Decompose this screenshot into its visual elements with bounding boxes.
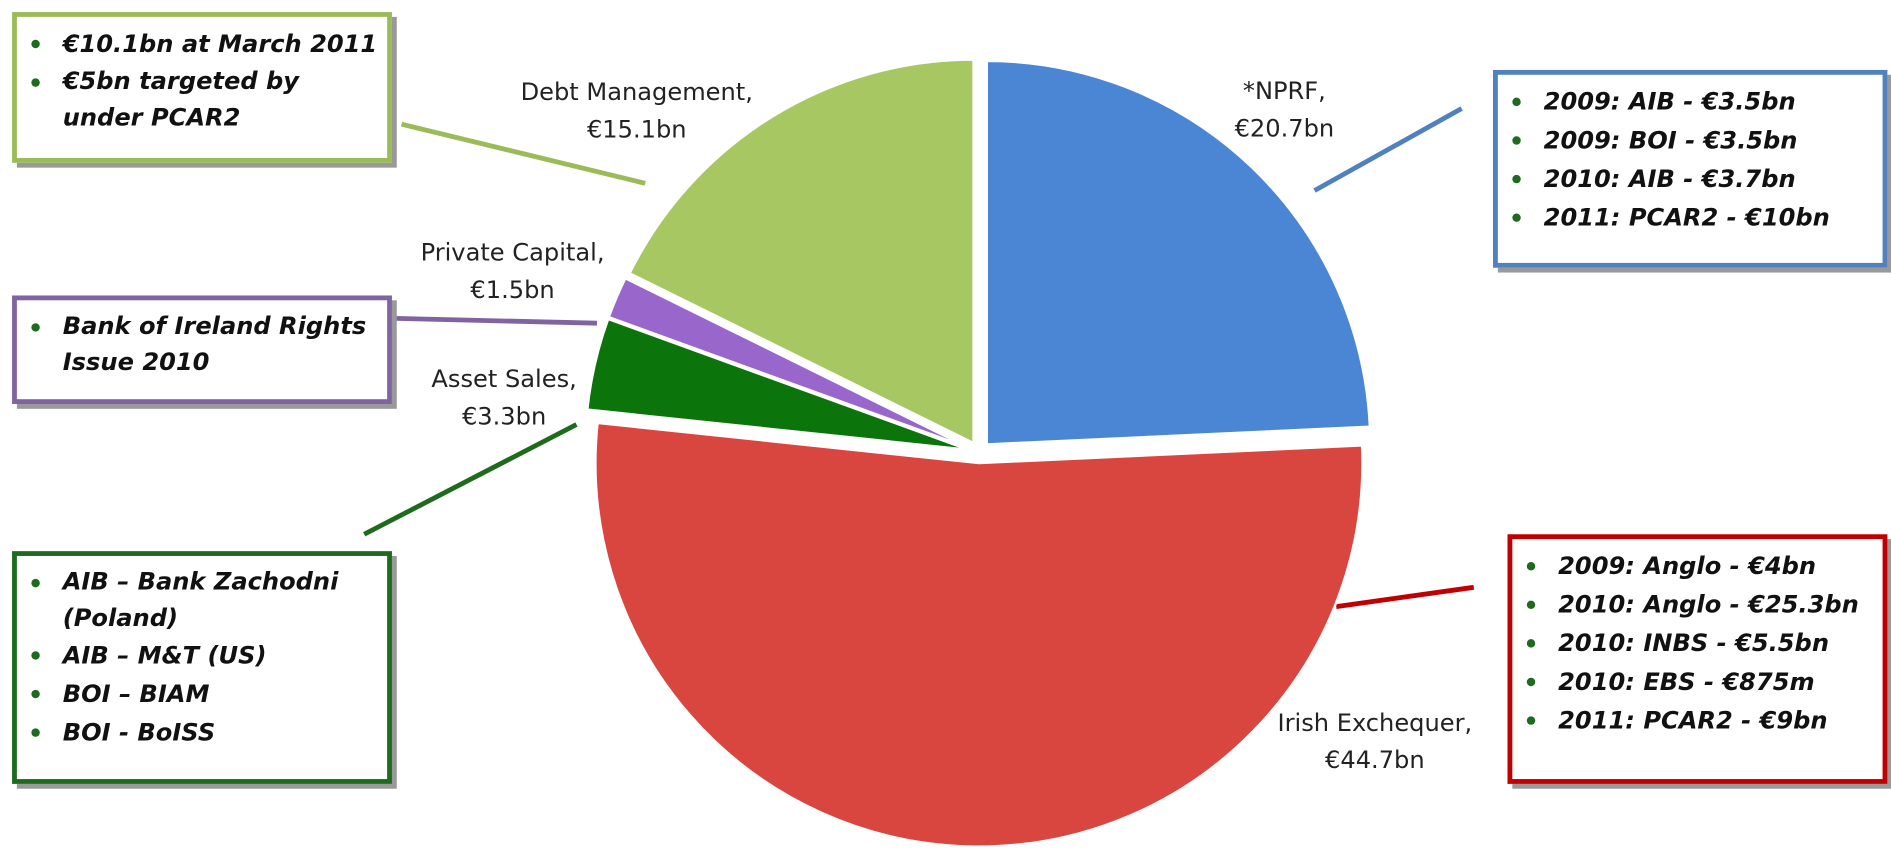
annotation-list: Bank of Ireland Rights Issue 2010	[27, 308, 378, 380]
annotation-item: BOI - BoISS	[27, 713, 378, 752]
annotation-box: Bank of Ireland Rights Issue 2010	[12, 295, 392, 405]
annotation-item: 2010: Anglo - €25.3bn	[1522, 585, 1873, 624]
slice-label: Private Capital,	[421, 238, 605, 266]
annotation-item: 2009: BOI - €3.5bn	[1508, 121, 1873, 160]
slice-label: *NPRF,	[1243, 77, 1326, 105]
annotation-item: 2011: PCAR2 - €10bn	[1508, 198, 1873, 237]
slice-value-label: €44.7bn	[1325, 746, 1425, 774]
slice-value-label: €15.1bn	[587, 115, 687, 143]
annotation-item: Bank of Ireland Rights Issue 2010	[27, 308, 378, 380]
slice-label: Asset Sales,	[431, 365, 576, 393]
leader-line	[1335, 584, 1475, 610]
annotation-item: €5bn targeted by under PCAR2	[27, 63, 378, 135]
leaders	[363, 106, 1475, 610]
pie-slice	[585, 317, 970, 452]
annotation-item: 2010: EBS - €875m	[1522, 662, 1873, 701]
annotation-list: €10.1bn at March 2011 €5bn targeted by un…	[27, 24, 378, 135]
pie-slice	[594, 421, 1364, 848]
annotation-box: 2009: Anglo - €4bn 2010: Anglo - €25.3bn 2…	[1507, 534, 1888, 784]
annotation-item: AIB – M&T (US)	[27, 636, 378, 675]
leader-line	[401, 121, 646, 186]
leader-line	[395, 315, 598, 326]
slice-value-label: €3.3bn	[462, 403, 546, 431]
pie-slice	[985, 59, 1372, 446]
annotation-list: 2009: AIB - €3.5bn 2009: BOI - €3.5bn 2010…	[1508, 82, 1873, 236]
annotation-item: 2009: AIB - €3.5bn	[1508, 82, 1873, 121]
slice-label: Irish Exchequer,	[1278, 709, 1473, 737]
annotation-item: 2011: PCAR2 - €9bn	[1522, 701, 1873, 740]
annotation-box: €10.1bn at March 2011 €5bn targeted by un…	[12, 12, 392, 163]
pie-slice	[628, 58, 975, 445]
slice-label: Debt Management,	[521, 78, 753, 106]
annotation-item: BOI – BIAM	[27, 674, 378, 713]
annotation-item: 2010: AIB - €3.7bn	[1508, 159, 1873, 198]
annotation-box: AIB – Bank Zachodni (Poland) AIB – M&T (U…	[12, 551, 392, 784]
leader-line	[1313, 106, 1463, 193]
slice-value-label: €1.5bn	[470, 276, 554, 304]
annotation-item: 2009: Anglo - €4bn	[1522, 546, 1873, 585]
annotation-list: 2009: Anglo - €4bn 2010: Anglo - €25.3bn 2…	[1522, 546, 1873, 739]
annotation-list: AIB – Bank Zachodni (Poland) AIB – M&T (U…	[27, 563, 378, 751]
annotation-item: €10.1bn at March 2011	[27, 24, 378, 63]
annotation-item: 2010: INBS - €5.5bn	[1522, 624, 1873, 663]
pie-slice	[607, 276, 970, 450]
leader-line	[363, 422, 578, 537]
slice-value-label: €20.7bn	[1235, 114, 1335, 142]
annotation-box: 2009: AIB - €3.5bn 2009: BOI - €3.5bn 2010…	[1493, 69, 1888, 268]
annotation-item: AIB – Bank Zachodni (Poland)	[27, 563, 378, 635]
